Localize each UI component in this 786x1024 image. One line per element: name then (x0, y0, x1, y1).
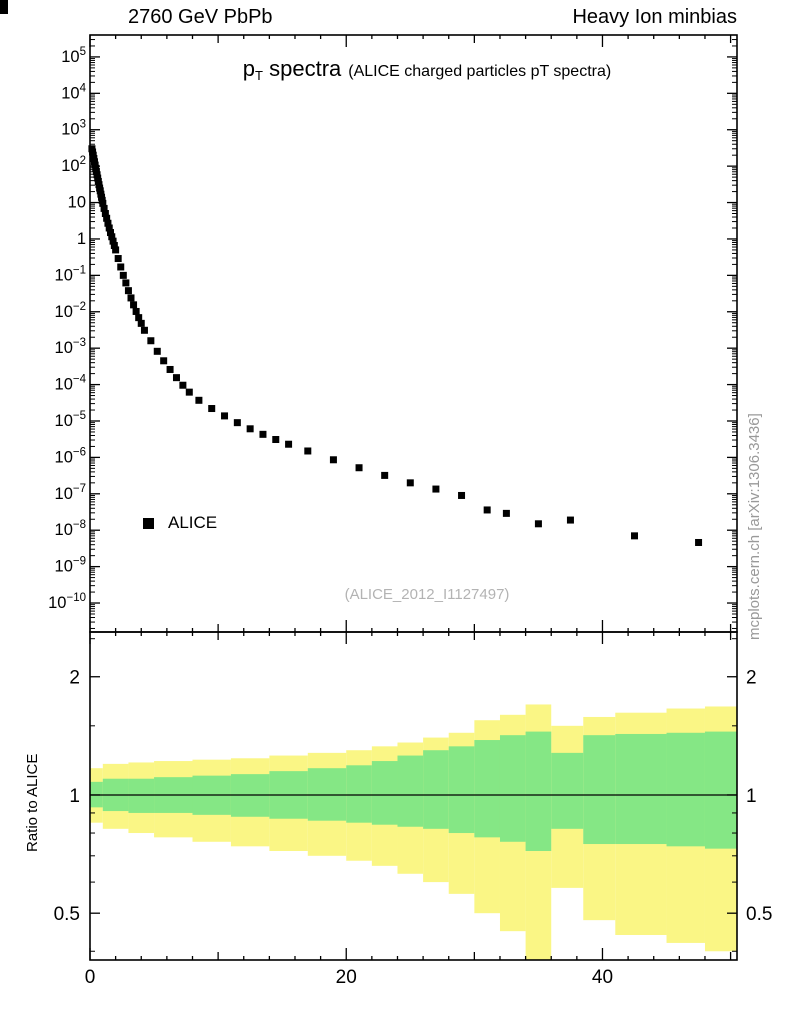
svg-text:10−8: 10−8 (55, 519, 86, 539)
svg-text:1: 1 (746, 786, 757, 807)
svg-text:10−5: 10−5 (55, 410, 86, 430)
svg-text:2: 2 (69, 668, 80, 689)
svg-text:10−6: 10−6 (55, 446, 86, 466)
title-observable: p (242, 56, 256, 81)
svg-text:0: 0 (85, 967, 96, 988)
svg-text:10−1: 10−1 (55, 264, 86, 284)
analysis-id-watermark: (ALICE_2012_I1127497) (344, 586, 510, 603)
title-rest: spectra (263, 56, 342, 81)
svg-text:103: 103 (61, 119, 86, 139)
plot-title: pT spectra (ALICE charged particles pT sp… (243, 56, 611, 83)
svg-text:0.5: 0.5 (54, 904, 80, 925)
svg-text:105: 105 (61, 46, 86, 66)
svg-text:10−2: 10−2 (55, 301, 86, 321)
svg-text:102: 102 (61, 155, 86, 175)
svg-text:2: 2 (746, 668, 757, 689)
svg-text:0.5: 0.5 (746, 904, 772, 925)
svg-text:10−7: 10−7 (55, 483, 86, 503)
title-subscript: T (255, 68, 263, 84)
svg-text:10−9: 10−9 (55, 556, 86, 576)
legend-label-alice: ALICE (168, 513, 218, 532)
svg-text:104: 104 (61, 82, 86, 102)
corner-artifact (0, 0, 8, 14)
svg-text:20: 20 (336, 967, 357, 988)
ratio-axis-label: Ratio to ALICE (24, 753, 41, 852)
svg-text:10−10: 10−10 (48, 592, 86, 612)
svg-text:1: 1 (77, 230, 86, 248)
plot-subtitle: (ALICE charged particles pT spectra) (348, 63, 612, 80)
legend: ALICE (143, 513, 217, 533)
beam-energy-label: 2760 GeV PbPb (128, 6, 273, 28)
svg-text:10−3: 10−3 (55, 337, 86, 357)
svg-text:10−4: 10−4 (55, 374, 87, 394)
event-class-label: Heavy Ion minbias (572, 6, 737, 28)
svg-text:40: 40 (592, 967, 613, 988)
mcplots-arxiv-note: mcplots.cern.ch [arXiv:1306.3436] (746, 413, 763, 640)
alice-square-marker-icon (143, 517, 154, 529)
svg-text:1: 1 (69, 786, 80, 807)
svg-text:10: 10 (68, 194, 86, 212)
